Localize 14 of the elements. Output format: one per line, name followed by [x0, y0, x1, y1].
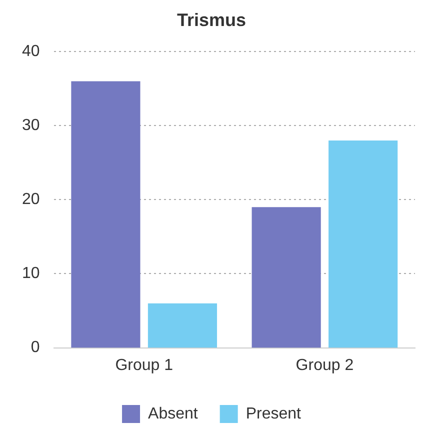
x-tick-label: Group 2: [296, 356, 354, 374]
bar: [328, 140, 398, 348]
bar: [252, 207, 321, 348]
y-tick-label: 20: [22, 191, 40, 208]
legend-label: Absent: [148, 405, 198, 422]
chart-title: Trismus: [176, 10, 246, 30]
y-tick-label: 0: [30, 339, 40, 356]
y-tick-label: 30: [22, 117, 40, 134]
x-tick-label: Group 1: [115, 356, 174, 374]
y-tick-label: 10: [22, 265, 40, 282]
legend-label: Present: [246, 405, 302, 422]
y-tick-label: 40: [22, 43, 40, 60]
bar: [71, 81, 140, 348]
bar: [148, 303, 218, 348]
